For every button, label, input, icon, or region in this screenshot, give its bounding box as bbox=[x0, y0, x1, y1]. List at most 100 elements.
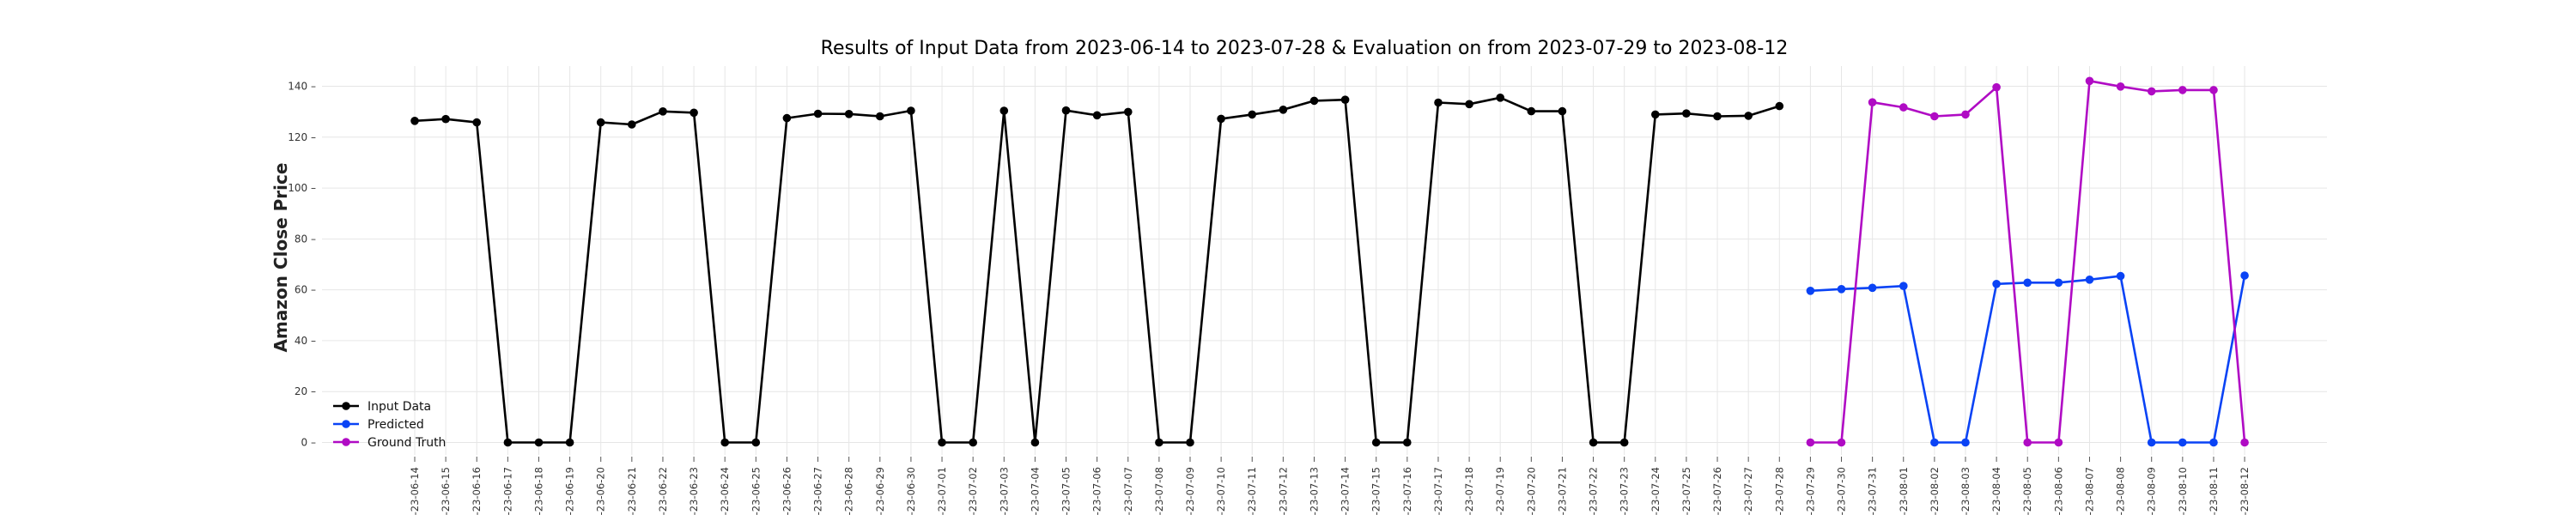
data-point-input-data bbox=[999, 106, 1009, 115]
data-point-input-data bbox=[969, 438, 977, 447]
data-point-ground-truth bbox=[1806, 438, 1815, 447]
x-tick-label: -23-08-06 bbox=[2052, 467, 2064, 515]
series-layer bbox=[410, 76, 2249, 447]
x-tick-label: -23-06-23 bbox=[688, 467, 700, 515]
series-predicted bbox=[1806, 271, 2249, 447]
y-tick-label: 140 – bbox=[288, 81, 316, 93]
x-tick-label: -23-06-26 bbox=[781, 467, 793, 515]
data-point-ground-truth bbox=[1899, 103, 1908, 112]
x-tick-label: -23-07-24 bbox=[1649, 467, 1662, 515]
x-tick-label: -23-07-08 bbox=[1153, 467, 1165, 515]
data-point-ground-truth bbox=[2085, 76, 2094, 86]
legend-label: Predicted bbox=[368, 418, 424, 432]
grid bbox=[322, 66, 2327, 455]
legend-item-ground-truth: Ground Truth bbox=[333, 436, 446, 450]
x-tick-label: -23-06-16 bbox=[471, 467, 483, 515]
x-tick-label: -23-06-21 bbox=[626, 467, 638, 515]
x-tick-label: -23-07-19 bbox=[1494, 467, 1506, 515]
series-ground-truth bbox=[1806, 76, 2249, 447]
x-tick-label: -23-06-20 bbox=[595, 467, 607, 515]
data-point-input-data bbox=[1217, 114, 1225, 124]
data-point-predicted bbox=[2240, 271, 2249, 280]
y-tick-label: 40 – bbox=[295, 335, 316, 347]
legend-label: Input Data bbox=[368, 400, 431, 414]
data-point-predicted bbox=[1961, 438, 1970, 447]
data-point-input-data bbox=[1713, 112, 1722, 121]
y-axis-ticks: 0 – 20 – 40 – 60 – 80 – 100 – 120 – 140 – bbox=[288, 81, 316, 449]
x-tick-label: -23-07-07 bbox=[1122, 467, 1134, 515]
x-tick-label: -23-07-22 bbox=[1588, 467, 1600, 515]
data-point-predicted bbox=[1992, 280, 2001, 288]
data-point-ground-truth bbox=[1992, 82, 2001, 92]
data-point-input-data bbox=[1248, 110, 1256, 119]
data-point-ground-truth bbox=[2023, 438, 2032, 447]
x-tick-label: -23-08-02 bbox=[1929, 467, 1941, 515]
x-tick-label: -23-07-13 bbox=[1308, 467, 1320, 515]
data-point-input-data bbox=[1527, 106, 1536, 116]
x-tick-label: -23-06-18 bbox=[532, 467, 544, 515]
x-tick-label: -23-06-17 bbox=[501, 467, 513, 515]
data-point-predicted bbox=[1806, 287, 1815, 295]
x-tick-label: -23-07-20 bbox=[1525, 467, 1537, 515]
y-tick-label: 100 – bbox=[288, 182, 316, 194]
x-tick-label: -23-07-29 bbox=[1804, 467, 1816, 515]
data-point-input-data bbox=[1340, 95, 1350, 104]
data-point-input-data bbox=[1403, 438, 1412, 447]
x-tick-label: -23-07-18 bbox=[1463, 467, 1475, 515]
x-tick-label: -23-07-09 bbox=[1184, 467, 1196, 515]
x-tick-label: -23-07-11 bbox=[1246, 467, 1258, 515]
legend-marker bbox=[342, 420, 350, 428]
data-point-ground-truth bbox=[2240, 438, 2249, 447]
x-tick-label: -23-08-03 bbox=[1959, 467, 1971, 515]
data-point-input-data bbox=[1155, 438, 1163, 447]
data-point-input-data bbox=[534, 438, 544, 447]
x-tick-label: -23-06-30 bbox=[905, 467, 917, 515]
data-point-input-data bbox=[907, 106, 915, 115]
data-point-input-data bbox=[410, 117, 419, 125]
data-point-input-data bbox=[628, 120, 636, 129]
x-tick-label: -23-07-01 bbox=[936, 467, 948, 515]
legend-item-predicted: Predicted bbox=[333, 418, 424, 432]
x-tick-label: -23-07-14 bbox=[1340, 467, 1352, 515]
x-tick-label: -23-07-03 bbox=[998, 467, 1010, 515]
legend-item-input-data: Input Data bbox=[333, 400, 431, 414]
x-tick-label: -23-07-26 bbox=[1711, 467, 1723, 515]
data-point-predicted bbox=[1868, 283, 1877, 293]
x-axis-ticks: -23-06-14 -23-06-15 -23-06-16 -23-06-17 -23-… bbox=[409, 457, 2251, 515]
x-tick-label: -23-07-25 bbox=[1680, 467, 1692, 515]
data-point-input-data bbox=[1124, 107, 1133, 117]
data-point-input-data bbox=[1030, 438, 1040, 447]
data-point-input-data bbox=[1092, 111, 1102, 120]
x-tick-label: -23-07-31 bbox=[1867, 467, 1879, 515]
x-tick-label: -23-08-01 bbox=[1898, 467, 1910, 515]
data-point-input-data bbox=[1775, 101, 1784, 111]
x-tick-label: -23-06-22 bbox=[657, 467, 669, 515]
data-point-ground-truth bbox=[1961, 110, 1970, 119]
legend: Input Data Predicted Ground Truth bbox=[333, 400, 446, 450]
data-point-predicted bbox=[2054, 278, 2063, 288]
data-point-predicted bbox=[2023, 278, 2032, 288]
data-point-input-data bbox=[1589, 438, 1598, 447]
data-point-ground-truth bbox=[2178, 86, 2187, 94]
data-point-ground-truth bbox=[2054, 438, 2063, 447]
x-tick-label: -23-07-04 bbox=[1029, 467, 1041, 515]
x-tick-label: -23-07-12 bbox=[1277, 467, 1289, 515]
data-point-input-data bbox=[1309, 96, 1319, 106]
x-tick-label: -23-06-25 bbox=[750, 467, 762, 515]
data-point-input-data bbox=[1371, 438, 1381, 447]
y-tick-label: 80 – bbox=[295, 233, 316, 245]
data-point-input-data bbox=[1496, 94, 1504, 102]
data-point-ground-truth bbox=[1837, 438, 1846, 447]
x-tick-label: -23-07-27 bbox=[1742, 467, 1754, 515]
x-tick-label: -23-06-27 bbox=[812, 467, 824, 515]
x-tick-label: -23-08-08 bbox=[2115, 467, 2127, 515]
y-tick-label: 0 – bbox=[301, 437, 316, 449]
data-point-predicted bbox=[2085, 276, 2094, 284]
y-axis-label: Amazon Close Price bbox=[270, 163, 291, 353]
data-point-input-data bbox=[1651, 110, 1660, 119]
data-point-predicted bbox=[2178, 438, 2187, 447]
x-tick-label: -23-08-07 bbox=[2083, 467, 2095, 515]
data-point-input-data bbox=[813, 109, 823, 118]
data-point-input-data bbox=[690, 108, 698, 118]
